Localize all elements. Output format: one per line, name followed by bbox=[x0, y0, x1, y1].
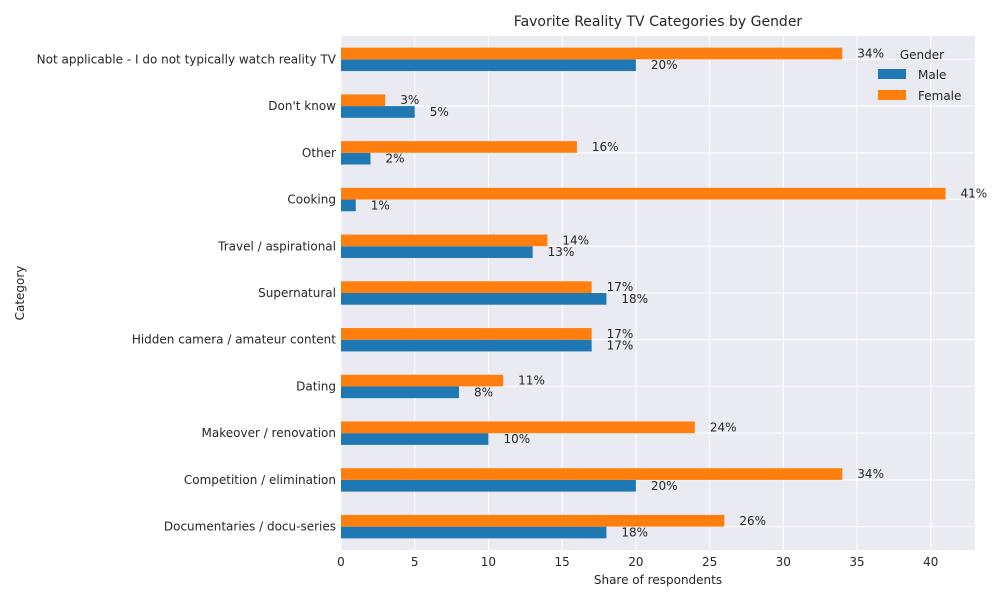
bar-label-female-0: 26% bbox=[739, 514, 766, 528]
bar-female-10 bbox=[341, 47, 843, 60]
bar-label-female-5: 17% bbox=[607, 280, 634, 294]
bar-label-female-1: 34% bbox=[857, 467, 884, 481]
bar-label-female-4: 17% bbox=[607, 327, 634, 341]
legend-swatch-male bbox=[878, 69, 906, 79]
legend-items: Male Female bbox=[878, 68, 961, 103]
y-tick-label-6: Travel / aspirational bbox=[217, 239, 336, 253]
bar-label-male-7: 1% bbox=[371, 198, 390, 212]
bar-label-female-10: 34% bbox=[857, 47, 884, 61]
legend-title: Gender bbox=[900, 48, 944, 62]
bar-female-9 bbox=[341, 94, 386, 107]
bars bbox=[341, 47, 946, 539]
bar-female-4 bbox=[341, 328, 592, 340]
bar-male-4 bbox=[341, 339, 592, 352]
bar-label-female-2: 24% bbox=[710, 420, 737, 434]
bar-label-female-9: 3% bbox=[400, 93, 419, 107]
x-tick-label-6: 30 bbox=[776, 555, 791, 569]
bar-label-female-6: 14% bbox=[562, 233, 589, 247]
bar-male-7 bbox=[341, 199, 356, 212]
bar-male-3 bbox=[341, 386, 459, 399]
bar-label-male-8: 2% bbox=[385, 152, 404, 166]
y-tick-label-5: Supernatural bbox=[258, 286, 336, 300]
bar-male-5 bbox=[341, 293, 607, 305]
y-tick-label-1: Competition / elimination bbox=[184, 473, 336, 487]
x-tick-label-7: 35 bbox=[849, 555, 864, 569]
bar-labels: 18%20%10%8%17%18%13%1%2%5%20%26%34%24%11… bbox=[371, 47, 987, 540]
bar-female-6 bbox=[341, 234, 548, 247]
bar-female-8 bbox=[341, 141, 577, 153]
bar-label-female-7: 41% bbox=[961, 187, 988, 201]
x-tick-labels: 0 5 10 15 20 25 30 35 40 bbox=[337, 555, 938, 569]
bar-male-9 bbox=[341, 106, 415, 118]
bar-label-male-10: 20% bbox=[651, 58, 678, 72]
bar-female-1 bbox=[341, 468, 843, 480]
bar-label-male-3: 8% bbox=[474, 385, 493, 399]
y-tick-label-9: Don't know bbox=[268, 99, 336, 113]
x-tick-label-5: 25 bbox=[702, 555, 717, 569]
bar-label-female-3: 11% bbox=[518, 374, 545, 388]
bar-female-0 bbox=[341, 514, 725, 527]
bar-label-male-0: 18% bbox=[621, 525, 648, 539]
bar-label-male-4: 17% bbox=[607, 339, 634, 353]
y-tick-labels: Documentaries / docu-series Competition /… bbox=[37, 52, 337, 533]
bar-label-male-2: 10% bbox=[503, 432, 530, 446]
bar-male-6 bbox=[341, 246, 533, 258]
bar-label-male-1: 20% bbox=[651, 479, 678, 493]
y-tick-label-7: Cooking bbox=[287, 193, 336, 207]
x-tick-label-1: 5 bbox=[411, 555, 419, 569]
bar-female-5 bbox=[341, 281, 592, 293]
legend-label-male: Male bbox=[918, 68, 946, 82]
legend-swatch-female bbox=[878, 90, 906, 100]
bar-male-8 bbox=[341, 152, 371, 165]
x-tick-label-8: 40 bbox=[923, 555, 938, 569]
bar-label-male-6: 13% bbox=[548, 245, 575, 259]
bar-label-male-9: 5% bbox=[430, 105, 449, 119]
bar-label-male-5: 18% bbox=[621, 292, 648, 306]
x-axis-label: Share of respondents bbox=[594, 573, 722, 587]
bar-female-7 bbox=[341, 187, 946, 200]
x-tick-label-3: 15 bbox=[555, 555, 570, 569]
y-tick-label-3: Dating bbox=[296, 379, 336, 393]
legend-label-female: Female bbox=[918, 89, 961, 103]
bar-female-3 bbox=[341, 374, 504, 387]
y-tick-label-2: Makeover / renovation bbox=[202, 426, 336, 440]
bar-male-1 bbox=[341, 479, 636, 492]
bar-female-2 bbox=[341, 421, 695, 434]
y-tick-label-4: Hidden camera / amateur content bbox=[132, 333, 336, 347]
x-tick-label-0: 0 bbox=[337, 555, 345, 569]
chart-title: Favorite Reality TV Categories by Gender bbox=[514, 14, 803, 30]
bar-male-0 bbox=[341, 526, 607, 539]
bar-male-2 bbox=[341, 433, 489, 445]
y-tick-label-0: Documentaries / docu-series bbox=[164, 520, 336, 534]
bar-label-female-8: 16% bbox=[592, 140, 619, 154]
legend: Gender Male Female bbox=[878, 48, 961, 103]
y-tick-label-8: Other bbox=[302, 146, 336, 160]
x-tick-label-4: 20 bbox=[628, 555, 643, 569]
x-tick-label-2: 10 bbox=[481, 555, 496, 569]
bar-male-10 bbox=[341, 59, 636, 72]
y-axis-label: Category bbox=[13, 266, 27, 321]
y-tick-label-10: Not applicable - I do not typically watc… bbox=[37, 52, 337, 66]
